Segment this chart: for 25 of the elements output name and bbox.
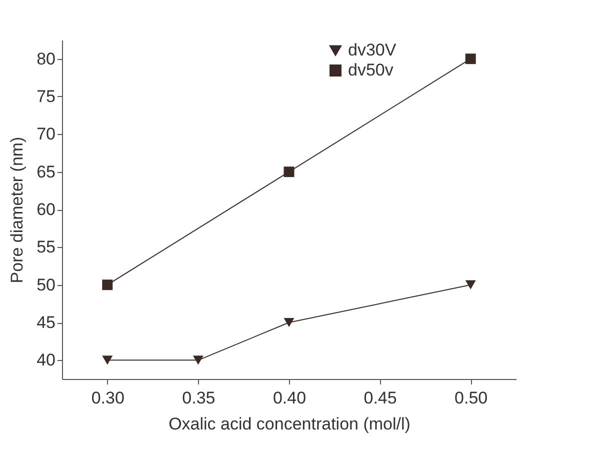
y-tick-label: 75 xyxy=(36,87,56,106)
y-tick-label: 50 xyxy=(36,275,56,294)
point xyxy=(102,280,113,290)
point xyxy=(102,356,113,365)
x-tick-label: 0.45 xyxy=(364,388,397,408)
y-tick-label: 70 xyxy=(36,124,56,144)
y-tick-label: 65 xyxy=(36,162,56,182)
y-tick-label: 55 xyxy=(36,238,56,257)
point xyxy=(465,280,476,290)
point xyxy=(192,356,204,365)
x-tick-label: 0.35 xyxy=(182,388,216,408)
x-tick-label: 0.40 xyxy=(272,388,306,408)
y-axis-title: Pore diameter (nm) xyxy=(8,136,27,284)
legend-label: dv50v xyxy=(348,60,394,80)
point xyxy=(284,318,294,328)
legend-label: dv30V xyxy=(348,40,397,60)
y-tick-label: 45 xyxy=(36,313,56,332)
x-tick-label: 0.50 xyxy=(454,388,488,408)
y-tick-label: 40 xyxy=(36,350,56,370)
x-tick-label: 0.30 xyxy=(91,388,124,408)
point xyxy=(284,166,294,178)
y-tick-label: 80 xyxy=(36,49,56,68)
x-axis-title: Oxalic acid concentration (mol/l) xyxy=(168,414,410,434)
y-tick-label: 60 xyxy=(36,200,56,219)
point xyxy=(465,54,476,64)
